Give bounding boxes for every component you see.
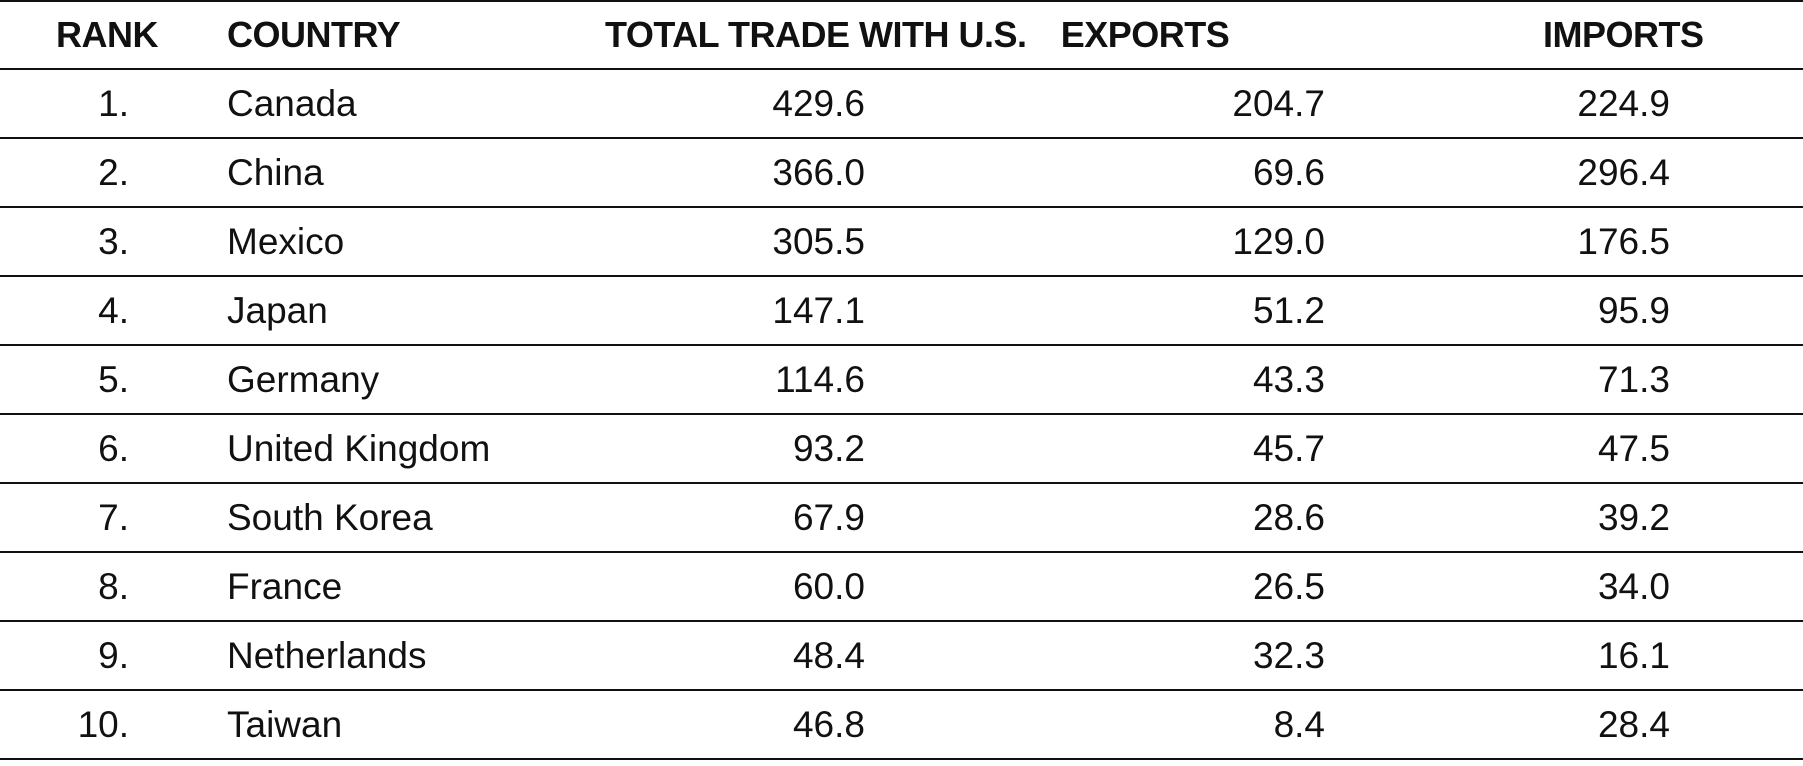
country-cell: France — [227, 565, 343, 607]
total-trade-cell: 46.8 — [792, 703, 865, 745]
exports-cell: 8.4 — [1273, 703, 1325, 745]
country-cell: China — [227, 151, 324, 193]
total-trade-cell: 60.0 — [792, 565, 865, 607]
rank-cell: 5. — [98, 358, 129, 400]
imports-cell: 47.5 — [1597, 427, 1670, 469]
imports-cell: 71.3 — [1597, 358, 1670, 400]
rank-cell: 4. — [98, 289, 129, 331]
table-row: 5. Germany 114.6 43.3 71.3 — [0, 345, 1803, 414]
table-row: 4. Japan 147.1 51.2 95.9 — [0, 276, 1803, 345]
imports-cell: 176.5 — [1577, 220, 1670, 262]
total-trade-cell: 429.6 — [772, 82, 865, 124]
rank-cell: 3. — [98, 220, 129, 262]
imports-cell: 28.4 — [1597, 703, 1670, 745]
header-row: RANK COUNTRY TOTAL TRADE WITH U.S. EXPOR… — [0, 1, 1803, 69]
total-trade-cell: 67.9 — [792, 496, 865, 538]
imports-cell: 39.2 — [1597, 496, 1670, 538]
country-cell: Mexico — [227, 220, 345, 262]
exports-cell: 51.2 — [1252, 289, 1325, 331]
table-row: 6. United Kingdom 93.2 45.7 47.5 — [0, 414, 1803, 483]
country-cell: Canada — [227, 82, 357, 124]
rank-cell: 10. — [77, 703, 129, 745]
country-cell: United Kingdom — [227, 427, 491, 469]
table-row: 7. South Korea 67.9 28.6 39.2 — [0, 483, 1803, 552]
column-header-exports: EXPORTS — [1060, 14, 1230, 55]
exports-cell: 28.6 — [1252, 496, 1325, 538]
country-cell: South Korea — [227, 496, 433, 538]
total-trade-cell: 93.2 — [792, 427, 865, 469]
table-row: 9. Netherlands 48.4 32.3 16.1 — [0, 621, 1803, 690]
country-cell: Germany — [227, 358, 380, 400]
table-row: 2. China 366.0 69.6 296.4 — [0, 138, 1803, 207]
country-cell: Netherlands — [227, 634, 427, 676]
exports-cell: 26.5 — [1252, 565, 1325, 607]
table-row: 3. Mexico 305.5 129.0 176.5 — [0, 207, 1803, 276]
rank-cell: 6. — [98, 427, 129, 469]
column-header-country: COUNTRY — [227, 14, 401, 55]
table-row: 8. France 60.0 26.5 34.0 — [0, 552, 1803, 621]
country-cell: Taiwan — [227, 703, 343, 745]
exports-cell: 204.7 — [1232, 82, 1325, 124]
column-header-total-trade: TOTAL TRADE WITH U.S. — [605, 14, 1027, 55]
rank-cell: 9. — [98, 634, 129, 676]
exports-cell: 32.3 — [1252, 634, 1325, 676]
table-row: 10. Taiwan 46.8 8.4 28.4 — [0, 690, 1803, 759]
exports-cell: 69.6 — [1252, 151, 1325, 193]
column-header-imports: IMPORTS — [1543, 14, 1704, 55]
imports-cell: 16.1 — [1597, 634, 1670, 676]
imports-cell: 95.9 — [1597, 289, 1670, 331]
table-row: 1. Canada 429.6 204.7 224.9 — [0, 69, 1803, 138]
total-trade-cell: 147.1 — [772, 289, 865, 331]
rank-cell: 2. — [98, 151, 129, 193]
rank-cell: 1. — [98, 82, 129, 124]
imports-cell: 34.0 — [1597, 565, 1670, 607]
imports-cell: 224.9 — [1577, 82, 1670, 124]
table-header: RANK COUNTRY TOTAL TRADE WITH U.S. EXPOR… — [0, 1, 1803, 69]
exports-cell: 45.7 — [1252, 427, 1325, 469]
country-cell: Japan — [227, 289, 328, 331]
total-trade-cell: 48.4 — [792, 634, 865, 676]
rank-cell: 8. — [98, 565, 129, 607]
column-header-rank: RANK — [56, 14, 159, 55]
rank-cell: 7. — [98, 496, 129, 538]
exports-cell: 129.0 — [1232, 220, 1325, 262]
total-trade-cell: 114.6 — [775, 358, 865, 400]
table-body: 1. Canada 429.6 204.7 224.9 2. China 366.0 69.6 2… — [0, 69, 1803, 759]
total-trade-cell: 305.5 — [772, 220, 865, 262]
imports-cell: 296.4 — [1577, 151, 1670, 193]
total-trade-cell: 366.0 — [772, 151, 865, 193]
exports-cell: 43.3 — [1252, 358, 1325, 400]
